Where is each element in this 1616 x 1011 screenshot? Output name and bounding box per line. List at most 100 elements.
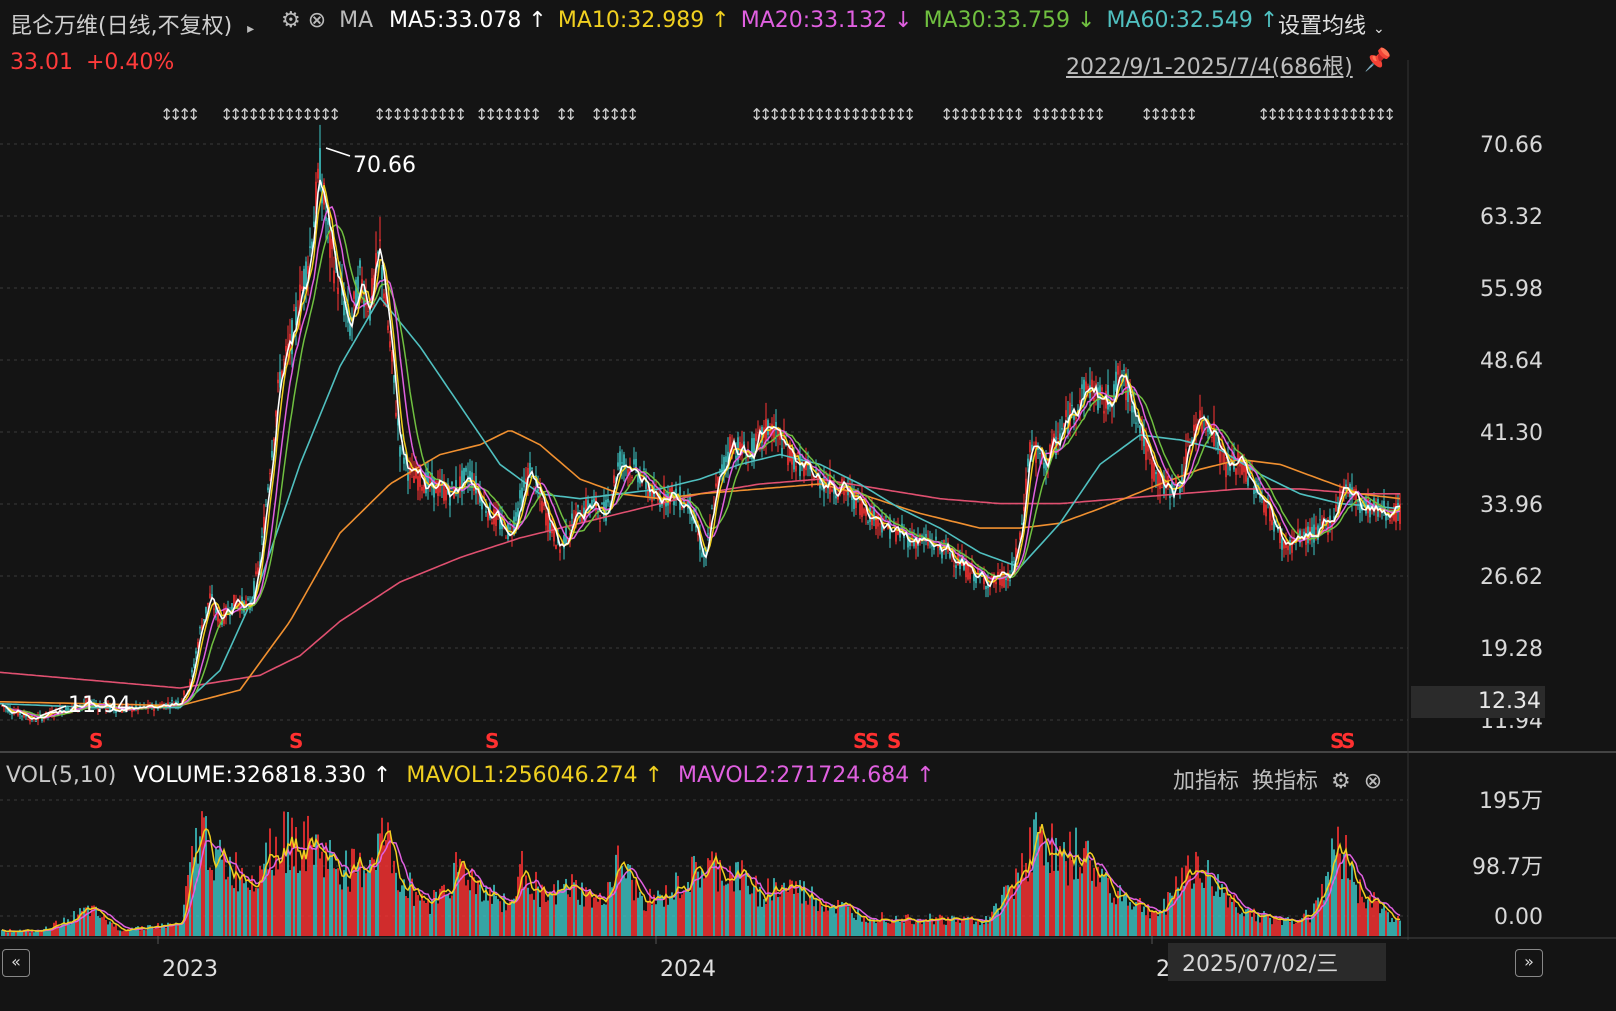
volume-bar [1391,918,1393,936]
candle-body [19,713,21,715]
candle-body [1031,444,1033,451]
volume-bar [399,891,401,936]
add-indicator-button[interactable]: 加指标 [1173,769,1240,794]
gear-icon[interactable]: ⚙ [1331,769,1351,794]
event-marker: ↕ [220,105,233,124]
volume-bar [35,930,37,936]
candle-body [707,533,709,535]
volume-bar [907,914,909,936]
volume-bar [1063,842,1065,936]
candle-body [1057,438,1059,440]
close-icon[interactable]: ⊗ [307,8,327,33]
volume-bar [727,883,729,936]
volume-bar [1085,841,1087,936]
candle-body [1039,452,1041,454]
candle-body [271,451,273,458]
candle-body [623,454,625,466]
date-range[interactable]: 2022/9/1-2025/7/4(686根) [1066,55,1353,80]
volume-bar [109,921,111,936]
volume-bar [749,894,751,936]
volume-bar [371,857,373,936]
volume-bar [641,895,643,936]
volume-bar [1087,840,1089,936]
candle-body [1327,519,1329,535]
candle-body [545,513,547,526]
candle-body [1355,488,1357,504]
volume-bar [801,903,803,936]
volume-bar [643,910,645,936]
gear-icon[interactable]: ⚙ [281,8,301,33]
ma20-value: MA20:33.132 [740,8,888,33]
candle-body [385,292,387,307]
volume-bar [57,925,59,936]
volume-bar [97,916,99,936]
candle-body [643,468,645,470]
candle-body [1279,528,1281,544]
candle-body [687,499,689,509]
candle-body [65,706,67,713]
scroll-right-button[interactable]: » [1515,949,1543,977]
candle-body [951,553,953,556]
candle-body [1281,538,1283,550]
volume-bar [323,877,325,936]
close-icon[interactable]: ⊗ [1363,769,1383,794]
mavol2-line [1,836,1401,933]
event-marker: ↕ [1012,105,1025,124]
pin-icon[interactable]: 📌 [1364,48,1392,73]
candle-body [1003,571,1005,588]
volume-bar [75,920,77,936]
volume-bar [855,919,857,936]
volume-bar [799,880,801,936]
candle-body [1189,448,1191,453]
candle-body [1149,459,1151,461]
volume-bar [511,900,513,936]
volume-bar [357,862,359,936]
volume-bar [1307,916,1309,936]
candle-body [377,251,379,254]
volume-bar [619,869,621,936]
candle-body [715,483,717,487]
volume-bar [303,821,305,936]
volume-bar [429,913,431,936]
event-marker: ↕ [1365,105,1378,124]
candle-body [879,523,881,525]
switch-indicator-button[interactable]: 换指标 [1252,769,1319,794]
volume-bar [1179,894,1181,936]
ma-settings-button[interactable]: 设置均线 ⌄ [1278,8,1385,40]
volume-bar [497,899,499,936]
volume-bar [1337,826,1339,936]
volume-bar [1143,906,1145,936]
candle-body [795,465,797,472]
candle-body [379,239,381,242]
volume-bar [251,875,253,936]
volume-bar [307,815,309,936]
candle-body [753,438,755,462]
volume-bar [1045,841,1047,936]
volume-bar [905,914,907,936]
volume-bar [931,920,933,936]
volume-bar [141,926,143,936]
play-icon[interactable]: ▸ [247,21,255,37]
candle-body [683,497,685,506]
candle-body [445,489,447,501]
volume-bar [559,889,561,936]
volume-bar [919,918,921,936]
volume-bar [223,851,225,936]
volume-bar [1113,897,1115,936]
stock-title[interactable]: 昆仑万维(日线,不复权) ▸ [10,8,254,40]
volume-bar [767,878,769,936]
volume-bar [209,867,211,936]
candle-body [299,284,301,312]
candle-body [407,472,409,481]
candle-body [217,611,219,622]
candle-body [1113,384,1115,400]
volume-bar [1281,925,1283,936]
event-marker: ↕ [502,105,515,124]
volume-bar [683,891,685,936]
candle-body [25,715,27,717]
event-marker: ↕ [885,105,898,124]
candle-body [437,481,439,496]
indicator-controls: 加指标 换指标 ⚙ ⊗ [1173,763,1382,795]
scroll-left-button[interactable]: « [2,949,30,977]
